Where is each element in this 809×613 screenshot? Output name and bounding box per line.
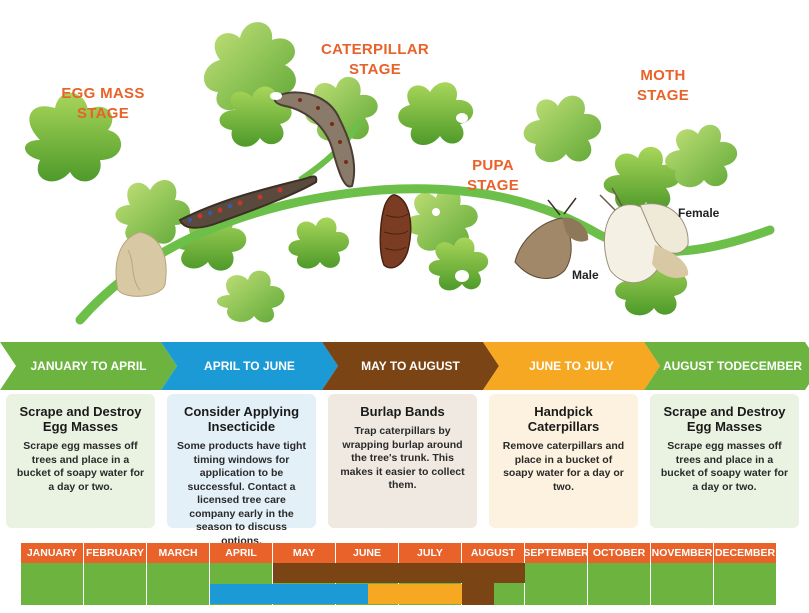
egg-mass-icon xyxy=(115,231,167,297)
month-header: AUGUST xyxy=(462,543,525,563)
activity-title: Handpick Caterpillars xyxy=(527,404,600,434)
branch-illustration xyxy=(25,22,775,325)
month-header: MARCH xyxy=(147,543,210,563)
activity-title: Scrape and Destroy Egg Masses xyxy=(663,404,786,434)
female-label: Female xyxy=(678,206,720,220)
activity-description: Remove caterpillars and place in a bucke… xyxy=(502,440,625,493)
month-cell xyxy=(714,563,777,605)
activity-title: Consider Applying Insecticide xyxy=(183,404,300,434)
timeline-period-label: APRIL TO JUNE xyxy=(204,358,295,373)
month-header: FEBRUARY xyxy=(84,543,147,563)
activity-bar xyxy=(210,584,368,604)
activity-title: Burlap Bands xyxy=(360,404,445,419)
month-header: DECEMBER xyxy=(714,543,777,563)
month-header: JUNE xyxy=(336,543,399,563)
chevron-1 xyxy=(0,342,177,390)
timeline-band: JANUARY TO APRIL APRIL TO JUNE MAY TO AUGU… xyxy=(0,342,809,390)
month-cell xyxy=(84,563,147,605)
timeline-chevrons xyxy=(0,342,809,390)
month-header: OCTOBER xyxy=(588,543,651,563)
caterpillar-icon xyxy=(178,91,356,229)
activity-description: Some products have tight timing windows … xyxy=(177,440,306,547)
burlap-august-extension xyxy=(462,563,494,605)
activity-card: Handpick Caterpillars Remove caterpillars … xyxy=(489,394,638,528)
month-cell xyxy=(651,563,714,605)
month-calendar: JANUARY FEBRUARY MARCH APRIL MAY JUNE JULY AUGU… xyxy=(21,543,777,605)
activity-card: Scrape and Destroy Egg Masses Scrape egg m… xyxy=(6,394,155,528)
activity-title: Scrape and Destroy Egg Masses xyxy=(19,404,142,434)
timeline-period-label: JUNE TO JULY xyxy=(529,358,614,373)
oak-leaves xyxy=(25,22,738,323)
month-header: JULY xyxy=(399,543,462,563)
caterpillar-stage-label: CATERPILLAR STAGE xyxy=(320,41,429,78)
chevron-3 xyxy=(322,342,499,390)
activity-card: Burlap Bands Trap caterpillars by wrappin… xyxy=(328,394,477,528)
pupa-icon xyxy=(379,194,412,269)
month-header: MAY xyxy=(273,543,336,563)
month-cell xyxy=(21,563,84,605)
male-label: Male xyxy=(572,268,599,282)
timeline-period-label: MAY TO AUGUST xyxy=(361,358,460,373)
month-header: SEPTEMBER xyxy=(523,543,589,563)
egg-mass-stage-label: EGG MASS STAGE xyxy=(61,85,145,122)
timeline-period-label: JANUARY TO APRIL xyxy=(30,358,147,373)
chevron-5 xyxy=(644,342,809,390)
month-header: JANUARY xyxy=(21,543,84,563)
month-cell xyxy=(525,563,588,605)
chevron-4 xyxy=(483,342,660,390)
male-moth-icon xyxy=(514,197,589,279)
month-header: NOVEMBER xyxy=(651,543,714,563)
life-cycle-illustration: EGG MASS STAGE CATERPILLAR STAGE PUPA ST… xyxy=(25,22,775,325)
activity-description: Scrape egg masses off trees and place in… xyxy=(660,440,789,493)
activity-description: Scrape egg masses off trees and place in… xyxy=(16,440,145,493)
timeline-period-label: AUGUST TO DECEMBER xyxy=(662,358,803,373)
activity-description: Trap caterpillars by wrapping burlap aro… xyxy=(340,425,465,491)
female-moth-icon xyxy=(599,187,689,284)
chevron-2 xyxy=(161,342,338,390)
month-cell xyxy=(147,563,210,605)
month-header: APRIL xyxy=(210,543,273,563)
activity-card: Scrape and Destroy Egg Masses Scrape egg m… xyxy=(650,394,799,528)
moth-stage-label: MOTH STAGE xyxy=(636,67,690,104)
activity-card: Consider Applying Insecticide Some product… xyxy=(167,394,316,547)
pupa-stage-label: PUPA STAGE xyxy=(466,157,520,194)
activity-bar xyxy=(367,584,462,604)
month-cell xyxy=(588,563,651,605)
